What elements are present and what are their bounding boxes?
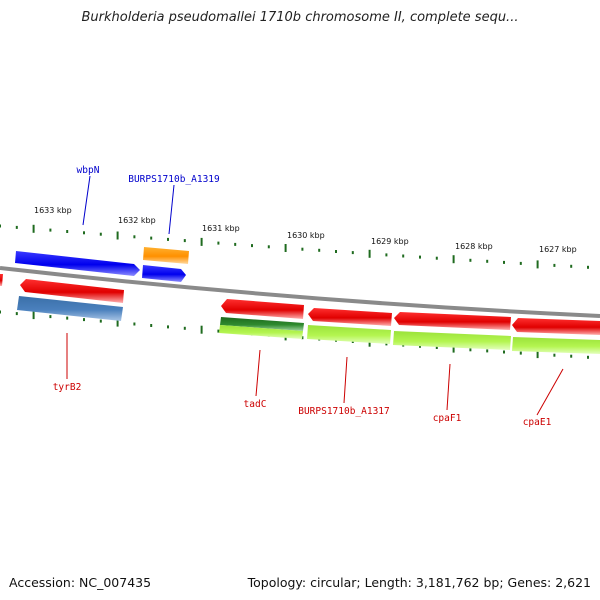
- tick-label-1631: 1631 kbp: [202, 224, 240, 233]
- a1317-connector: [343, 356, 348, 404]
- gene-tyrB2[interactable]: [17, 296, 123, 321]
- upper-tick-row: [0, 224, 589, 269]
- label-tadC[interactable]: tadC: [244, 399, 267, 410]
- wbpN-connector: [82, 175, 91, 226]
- tick-label-1627: 1627 kbp: [539, 245, 577, 254]
- label-BURPS1710b-A1317[interactable]: BURPS1710b_A1317: [298, 406, 390, 417]
- tick-label-1632: 1632 kbp: [118, 216, 156, 225]
- gene-orange-a1319[interactable]: [143, 247, 189, 264]
- tick-label-1633: 1633 kbp: [34, 206, 72, 215]
- lower-tick-row: [0, 310, 589, 359]
- gene-red-cpaF1-upper[interactable]: [394, 312, 511, 330]
- gene-tadC-dark[interactable]: [220, 317, 304, 331]
- topology-summary: Topology: circular; Length: 3,181,762 bp…: [247, 575, 591, 590]
- label-cpaF1[interactable]: cpaF1: [433, 413, 462, 424]
- label-tyrB2[interactable]: tyrB2: [53, 382, 82, 393]
- map-title: Burkholderia pseudomallei 1710b chromoso…: [81, 10, 519, 25]
- cpaE1-connector: [536, 368, 564, 416]
- gene-red-a1317-upper[interactable]: [308, 308, 392, 326]
- gene-red-tadC-upper[interactable]: [221, 299, 304, 319]
- backbone-line: [0, 266, 600, 318]
- cpaF1-connector: [446, 363, 451, 411]
- accession-text: Accession: NC_007435: [9, 575, 152, 590]
- tick-label-1630: 1630 kbp: [287, 231, 325, 240]
- label-BURPS1710b-A1319[interactable]: BURPS1710b_A1319: [128, 174, 220, 185]
- tadC-connector: [255, 349, 261, 397]
- gene-cpaF1[interactable]: [393, 331, 511, 350]
- label-cpaE1[interactable]: cpaE1: [523, 417, 552, 428]
- gene-BURPS1710b-A1317[interactable]: [307, 325, 391, 344]
- gene-red-cpaE1-upper[interactable]: [512, 318, 600, 335]
- tick-label-1628: 1628 kbp: [455, 242, 493, 251]
- tick-label-1629: 1629 kbp: [371, 237, 409, 246]
- label-wbpN[interactable]: wbpN: [77, 165, 100, 176]
- gene-BURPS1710b-A1319[interactable]: [142, 265, 186, 282]
- gene-red-left-edge[interactable]: [0, 274, 3, 286]
- gene-tadC[interactable]: [219, 325, 303, 339]
- a1319-connector: [168, 184, 175, 235]
- gene-wbpN[interactable]: [15, 251, 140, 276]
- gene-cpaE1[interactable]: [512, 337, 600, 354]
- gene-red-tyrB2-upper[interactable]: [20, 279, 124, 303]
